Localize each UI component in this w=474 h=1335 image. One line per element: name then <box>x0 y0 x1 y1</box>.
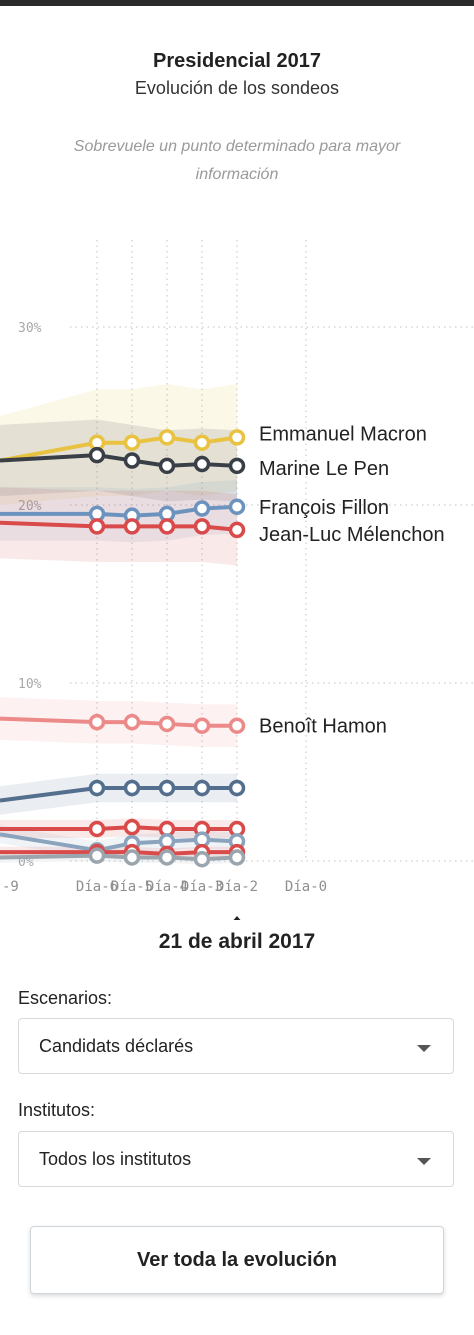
series-label: Emmanuel Macron <box>259 423 427 445</box>
selected-date: 21 de abril 2017 <box>158 930 316 953</box>
x-tick-label: Día-2 <box>216 879 258 895</box>
series-label: François Fillon <box>259 497 389 519</box>
data-point[interactable] <box>158 429 176 446</box>
y-tick-label: 20% <box>18 499 42 514</box>
y-tick-label: 10% <box>18 677 42 692</box>
data-point[interactable] <box>158 518 176 535</box>
date-marker-icon <box>233 916 241 920</box>
series-label: Benoît Hamon <box>259 716 387 738</box>
data-point[interactable] <box>228 779 246 797</box>
view-full-evolution-button[interactable]: Ver toda la evolución <box>30 1226 444 1294</box>
data-point[interactable] <box>228 849 246 866</box>
data-point[interactable] <box>123 779 141 797</box>
x-tick-label: -9 <box>2 879 19 895</box>
data-point[interactable] <box>228 429 246 446</box>
data-point[interactable] <box>228 498 246 516</box>
data-point[interactable] <box>228 521 246 539</box>
institutos-select[interactable]: Todos los institutos <box>18 1131 454 1187</box>
escenarios-select[interactable]: Candidats déclarés <box>18 1018 454 1074</box>
data-point[interactable] <box>228 457 246 475</box>
data-point[interactable] <box>193 455 211 473</box>
chevron-down-icon <box>417 1158 431 1165</box>
series-label: Jean-Luc Mélenchon <box>259 524 445 546</box>
data-point[interactable] <box>193 518 211 535</box>
data-point[interactable] <box>123 818 141 836</box>
top-bar <box>0 0 474 6</box>
data-point[interactable] <box>88 446 106 464</box>
data-point[interactable] <box>123 452 141 469</box>
data-point[interactable] <box>158 715 176 733</box>
data-point[interactable] <box>123 713 141 731</box>
x-tick-label: Día-6 <box>76 879 118 895</box>
data-point[interactable] <box>88 820 106 838</box>
x-tick-label: Día-4 <box>146 879 188 895</box>
series-band-5 <box>0 773 237 815</box>
institutos-label: Institutos: <box>18 1100 96 1120</box>
data-point[interactable] <box>123 518 141 535</box>
data-point[interactable] <box>193 434 211 451</box>
x-tick-label: Día-5 <box>111 879 153 895</box>
x-tick-label: Día-3 <box>181 879 223 895</box>
escenarios-value: Candidats déclarés <box>39 1036 194 1056</box>
y-tick-label: 30% <box>18 321 42 336</box>
escenarios-label: Escenarios: <box>18 988 113 1008</box>
x-tick-label: Día-0 <box>285 879 327 895</box>
data-point[interactable] <box>158 849 176 866</box>
data-point[interactable] <box>193 850 211 868</box>
data-point[interactable] <box>228 717 246 734</box>
series-label: Marine Le Pen <box>259 458 389 480</box>
data-point[interactable] <box>193 779 211 797</box>
data-point[interactable] <box>193 500 211 517</box>
data-point[interactable] <box>88 713 106 731</box>
data-point[interactable] <box>88 779 106 797</box>
data-point[interactable] <box>158 779 176 797</box>
data-point[interactable] <box>88 518 106 535</box>
data-point[interactable] <box>158 457 176 475</box>
chart-subtitle: Evolución de los sondeos <box>134 78 340 98</box>
data-point[interactable] <box>123 849 141 866</box>
chart-title: Presidencial 2017 <box>153 50 321 72</box>
institutos-value: Todos los institutos <box>39 1149 192 1169</box>
data-point[interactable] <box>123 434 141 451</box>
data-point[interactable] <box>193 717 211 734</box>
data-point[interactable] <box>88 847 106 864</box>
hover-hint: Sobrevuele un punto determinado para may… <box>73 138 401 183</box>
chevron-down-icon <box>417 1045 431 1052</box>
